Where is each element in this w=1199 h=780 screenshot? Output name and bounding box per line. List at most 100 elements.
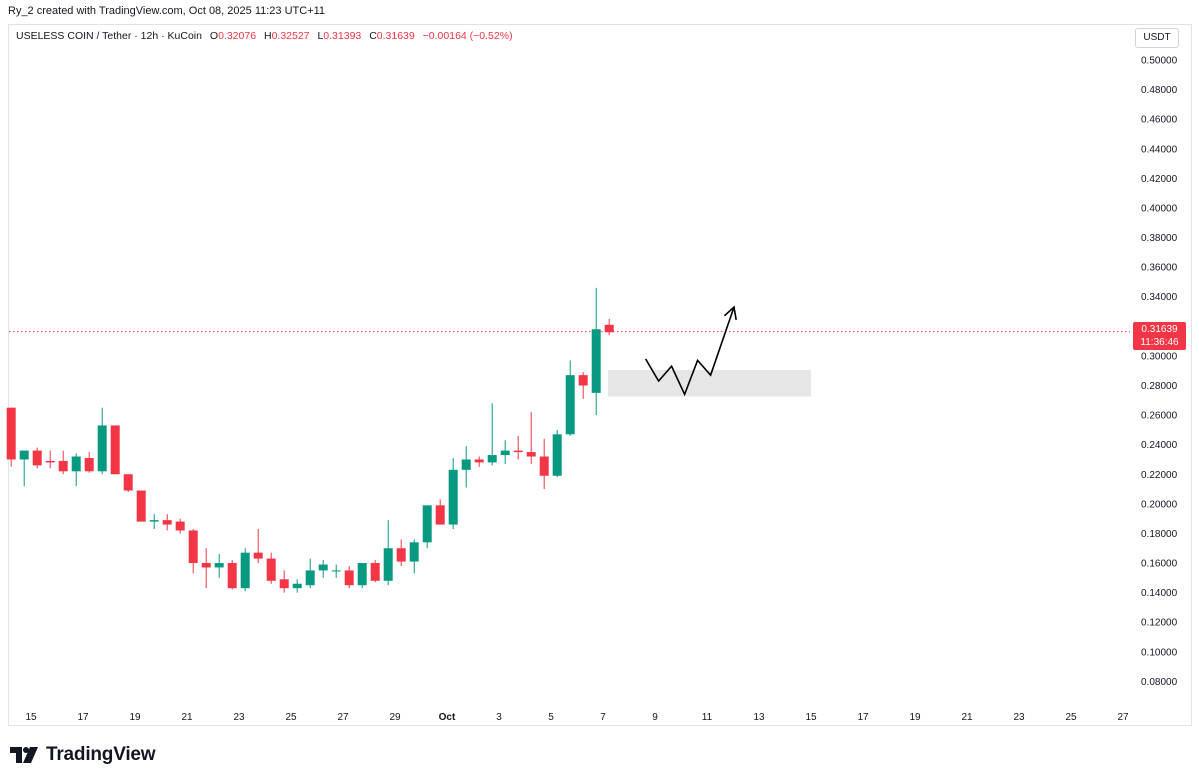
price-tick-label: 0.34000 — [1141, 292, 1178, 303]
last-price-tag: 0.31639 11:36:46 — [1133, 322, 1186, 350]
candle-body — [32, 450, 42, 466]
projection-arrowhead — [723, 305, 737, 321]
price-tick-label: 0.12000 — [1141, 618, 1178, 629]
price-tick-label: 0.28000 — [1141, 381, 1178, 392]
candle-body — [565, 375, 575, 435]
candle — [71, 453, 81, 487]
price-tick-label: 0.42000 — [1141, 174, 1178, 185]
candle — [565, 360, 575, 436]
candle-body — [71, 456, 81, 472]
candle-body — [123, 474, 133, 491]
high-value: 0.32527 — [271, 30, 310, 42]
bar-countdown: 11:36:46 — [1140, 337, 1179, 348]
candle — [604, 318, 614, 336]
price-tick-label: 0.50000 — [1141, 56, 1178, 67]
symbol-title[interactable]: USELESS COIN / Tether · 12h · KuCoin — [16, 30, 202, 42]
chart-frame — [8, 24, 1192, 726]
candle-body — [253, 552, 263, 559]
price-tick-label: 0.10000 — [1141, 647, 1178, 658]
time-tick-label: 19 — [909, 712, 921, 723]
currency-unit-button[interactable]: USDT — [1135, 28, 1179, 48]
candle-body — [162, 520, 172, 525]
price-tick-label: 0.18000 — [1141, 529, 1178, 540]
price-tick-label: 0.48000 — [1141, 85, 1178, 96]
candle — [58, 450, 68, 475]
candle-body — [331, 570, 341, 572]
candle-body — [552, 434, 562, 476]
price-tick-label: 0.46000 — [1141, 115, 1178, 126]
candle — [279, 570, 289, 593]
candle — [6, 407, 16, 467]
price-tick-label: 0.14000 — [1141, 588, 1178, 599]
candle — [162, 514, 172, 531]
candle — [552, 429, 562, 478]
candle-body — [97, 425, 107, 472]
candle-body — [474, 459, 484, 463]
candle — [253, 529, 263, 564]
candle — [214, 554, 224, 578]
price-tick-label: 0.30000 — [1141, 351, 1178, 362]
candle — [110, 425, 120, 475]
candle-body — [175, 521, 185, 531]
time-tick-label: 17 — [77, 712, 89, 723]
time-tick-label: 9 — [652, 712, 658, 723]
candle-body — [266, 558, 276, 581]
candle-body — [513, 450, 523, 453]
candle-body — [318, 564, 328, 571]
candle — [19, 450, 29, 487]
candle-body — [305, 570, 315, 586]
tradingview-logo[interactable]: TradingView — [10, 744, 156, 766]
candle — [331, 564, 341, 578]
time-tick-label: 29 — [389, 712, 401, 723]
annotation-layer — [644, 305, 737, 397]
candle — [526, 412, 536, 464]
candle — [84, 452, 94, 473]
candle-body — [578, 375, 588, 386]
candle — [383, 520, 393, 586]
brand-name: TradingView — [46, 744, 156, 765]
candle — [201, 548, 211, 589]
candle-body — [6, 407, 16, 460]
price-tick-label: 0.24000 — [1141, 440, 1178, 451]
low-value: 0.31393 — [323, 30, 362, 42]
candle — [409, 539, 419, 574]
time-tick-label: 21 — [181, 712, 193, 723]
candle-body — [487, 455, 497, 463]
time-tick-label: 17 — [857, 712, 869, 723]
candle — [292, 579, 302, 593]
price-tick-label: 0.16000 — [1141, 559, 1178, 570]
candle — [435, 499, 445, 525]
candle-body — [409, 542, 419, 562]
candle-body — [604, 324, 614, 333]
candle-body — [370, 563, 380, 581]
candle-body — [344, 570, 354, 586]
time-tick-label: 25 — [285, 712, 297, 723]
candle — [227, 560, 237, 590]
candle-body — [383, 548, 393, 581]
candle — [45, 450, 55, 469]
candle-body — [136, 490, 146, 522]
candle — [123, 474, 133, 493]
candle — [422, 505, 432, 549]
candle — [344, 565, 354, 589]
tradingview-logo-icon — [10, 746, 38, 763]
candle-body — [240, 552, 250, 589]
candle-body — [591, 329, 601, 393]
candle — [305, 558, 315, 589]
time-tick-label: 25 — [1065, 712, 1077, 723]
candle — [474, 456, 484, 467]
candle-body — [214, 563, 224, 568]
candle-body — [58, 460, 68, 472]
candle-body — [461, 459, 471, 470]
close-label: C — [369, 30, 377, 42]
candle-body — [188, 530, 198, 564]
time-tick-label: 15 — [25, 712, 37, 723]
price-tick-label: 0.20000 — [1141, 499, 1178, 510]
candle-body — [422, 505, 432, 543]
price-tick-label: 0.44000 — [1141, 144, 1178, 155]
candle-body — [526, 452, 536, 457]
candle-body — [448, 469, 458, 525]
candle-body — [279, 579, 289, 589]
price-tick-label: 0.22000 — [1141, 470, 1178, 481]
